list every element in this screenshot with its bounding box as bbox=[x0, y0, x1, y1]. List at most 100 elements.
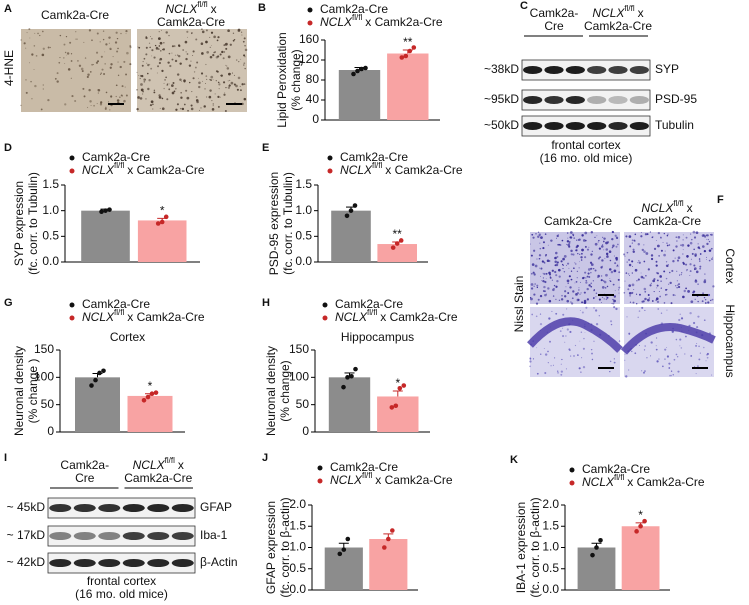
cell bbox=[598, 247, 601, 250]
cell bbox=[680, 244, 682, 246]
cell bbox=[631, 291, 634, 294]
micrograph bbox=[21, 29, 131, 112]
cell bbox=[643, 370, 646, 373]
cell bbox=[205, 29, 208, 32]
cell bbox=[633, 288, 635, 291]
cell bbox=[707, 238, 710, 241]
cell bbox=[56, 80, 59, 83]
cell bbox=[540, 353, 542, 355]
cell bbox=[533, 293, 536, 296]
cell bbox=[232, 39, 235, 42]
cell bbox=[579, 340, 581, 342]
cell bbox=[683, 296, 685, 298]
cell bbox=[537, 231, 540, 233]
cell bbox=[637, 316, 639, 319]
gene-name: NCLX bbox=[592, 6, 625, 20]
cell bbox=[96, 51, 99, 54]
cell bbox=[25, 91, 28, 94]
cell bbox=[87, 73, 90, 77]
panel-label: H bbox=[262, 297, 270, 309]
cell bbox=[684, 353, 686, 355]
cell bbox=[165, 31, 168, 34]
y-tick-label: 160 bbox=[299, 32, 319, 46]
cell bbox=[144, 78, 146, 81]
blot-band bbox=[73, 559, 96, 567]
cell bbox=[151, 55, 153, 57]
cell bbox=[201, 28, 203, 30]
cell bbox=[703, 296, 706, 299]
cell bbox=[152, 103, 154, 106]
blot-band bbox=[171, 559, 194, 567]
cell bbox=[629, 295, 631, 297]
cell bbox=[198, 81, 201, 85]
blot-band bbox=[122, 504, 145, 512]
cell bbox=[230, 81, 234, 85]
cell bbox=[223, 51, 226, 53]
cell bbox=[137, 46, 139, 48]
cell bbox=[112, 56, 114, 58]
cell bbox=[552, 288, 555, 292]
blot-band bbox=[73, 504, 96, 512]
cell bbox=[600, 266, 603, 269]
cell bbox=[542, 280, 545, 283]
cell bbox=[158, 96, 162, 99]
blot-band bbox=[171, 532, 194, 540]
cell bbox=[93, 104, 95, 107]
cell bbox=[227, 55, 231, 59]
cell bbox=[105, 91, 108, 94]
cell bbox=[544, 372, 547, 375]
cell bbox=[180, 96, 183, 99]
cell bbox=[566, 240, 570, 243]
cell bbox=[217, 81, 220, 84]
cell bbox=[91, 63, 94, 66]
significance: * bbox=[148, 379, 153, 393]
cell bbox=[163, 41, 165, 44]
cell bbox=[594, 309, 598, 312]
cell bbox=[29, 62, 31, 64]
cell bbox=[217, 105, 220, 108]
cell bbox=[151, 37, 153, 40]
cell bbox=[658, 291, 660, 293]
cell bbox=[559, 330, 562, 332]
cell bbox=[678, 283, 680, 286]
cell bbox=[241, 31, 243, 33]
cell bbox=[705, 360, 707, 362]
size-marker: ~ 45kD bbox=[7, 500, 46, 514]
cell bbox=[707, 293, 711, 297]
stain-label: Nissl Stain bbox=[512, 276, 526, 333]
cell bbox=[610, 270, 614, 274]
cell bbox=[129, 45, 132, 48]
cell bbox=[171, 84, 174, 87]
cell bbox=[231, 72, 234, 74]
cell bbox=[161, 69, 164, 73]
cell bbox=[578, 367, 581, 370]
cell bbox=[543, 290, 546, 293]
cell bbox=[555, 285, 558, 288]
cell bbox=[219, 96, 221, 98]
cell bbox=[539, 313, 542, 315]
cell bbox=[150, 100, 154, 104]
legend-label: Camk2a-Cre bbox=[582, 462, 650, 476]
cell bbox=[243, 37, 246, 40]
cell bbox=[184, 40, 188, 44]
cell bbox=[656, 284, 659, 287]
cell bbox=[171, 58, 174, 61]
cell bbox=[643, 349, 646, 351]
cell bbox=[544, 280, 547, 284]
blot-band bbox=[122, 559, 145, 567]
cell bbox=[204, 88, 206, 90]
chart-title: Hippocampus bbox=[341, 330, 414, 344]
data-point bbox=[389, 405, 395, 410]
cell bbox=[108, 36, 111, 39]
cell bbox=[543, 347, 545, 349]
cell bbox=[540, 267, 543, 270]
cell bbox=[554, 260, 557, 264]
cell bbox=[102, 30, 105, 32]
cell bbox=[202, 80, 203, 82]
cell bbox=[579, 253, 581, 255]
cell bbox=[41, 30, 44, 33]
cell bbox=[235, 84, 238, 88]
cell bbox=[691, 252, 694, 255]
cell bbox=[185, 57, 188, 61]
cell bbox=[568, 240, 571, 243]
